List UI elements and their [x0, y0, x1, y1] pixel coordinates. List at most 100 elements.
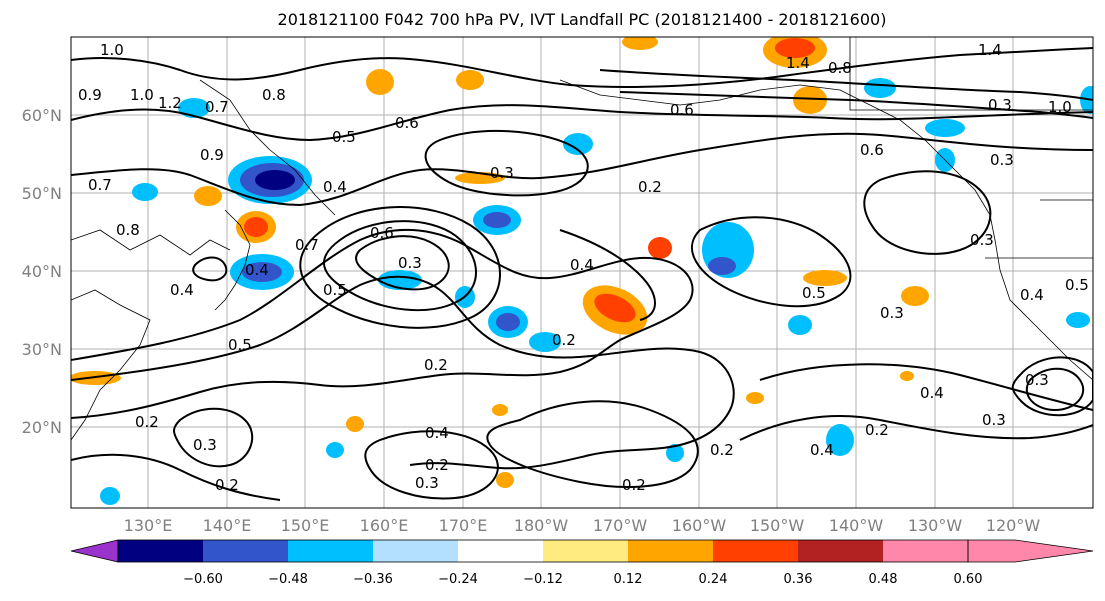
- contour-label: 0.9: [200, 146, 224, 164]
- coastline-alaska: [559, 79, 991, 216]
- anomaly-pos-bering-west: [456, 70, 484, 90]
- contour-label: 0.2: [865, 421, 889, 439]
- contour-label: 1.4: [786, 54, 810, 72]
- colorbar-segment: [543, 540, 628, 562]
- colorbar-tick-label: −0.24: [438, 572, 478, 587]
- anomaly-neg-tropical-east: [826, 424, 854, 456]
- contour-label: 1.0: [1048, 98, 1072, 116]
- contour-line-8: [759, 363, 1093, 411]
- anomaly-pos-small-7: [746, 392, 764, 404]
- contour-label: 0.2: [552, 331, 576, 349]
- contour-closed-northeast: [863, 170, 992, 255]
- lon-label: 180°W: [514, 516, 569, 535]
- contour-label: 0.3: [880, 304, 904, 322]
- contour-label: 0.4: [170, 281, 194, 299]
- contour-label: 0.2: [424, 356, 448, 374]
- contour-closed-west-2: [323, 220, 477, 312]
- contour-closed-japan: [192, 256, 228, 282]
- colorbar-tick-label: 0.12: [614, 572, 643, 587]
- contour-label: 0.3: [415, 474, 439, 492]
- contour-label: 0.3: [982, 411, 1006, 429]
- colorbar-tick-label: 0.24: [699, 572, 728, 587]
- contour-labels: 1.0 0.9 1.0 1.2 0.7 0.8 0.5 0.6 0.7 0.8 …: [78, 41, 1089, 494]
- contour-label: 0.2: [710, 441, 734, 459]
- contour-label: 0.5: [332, 128, 356, 146]
- longitude-labels: 130°E 140°E 150°E 160°E 170°E 180°W 170°…: [124, 516, 1041, 535]
- contour-line-11: [559, 229, 656, 321]
- lon-label: 130°E: [124, 516, 173, 535]
- contour-closed-east: [690, 216, 852, 308]
- lon-label: 170°W: [593, 516, 648, 535]
- anomaly-neg-small-2: [529, 332, 561, 352]
- contour-label: 0.5: [1065, 276, 1089, 294]
- contour-closed-mexico-1: [1025, 367, 1085, 412]
- contour-label: 0.3: [970, 231, 994, 249]
- contour-label: 0.3: [988, 96, 1012, 114]
- anomaly-pos-east-streak: [803, 270, 847, 286]
- contour-label: 0.4: [920, 384, 944, 402]
- contour-label: 0.7: [88, 176, 112, 194]
- colorbar-segment: [883, 540, 968, 562]
- anomaly-neg-honshu-core: [242, 262, 282, 282]
- anomaly-pos-small-6: [496, 472, 514, 488]
- map-panel: 1.0 0.9 1.0 1.2 0.7 0.8 0.5 0.6 0.7 0.8 …: [70, 36, 1094, 509]
- contour-label: 0.4: [245, 261, 269, 279]
- colorbar-extend-min: [70, 539, 119, 563]
- colorbar-tick-label: 0.60: [954, 572, 983, 587]
- colorbar-segment: [203, 540, 288, 562]
- anomaly-neg-siberia: [178, 98, 210, 118]
- anomaly-pos-arctic: [622, 37, 658, 50]
- contour-label: 0.7: [295, 236, 319, 254]
- contour-label: 1.4: [978, 41, 1002, 59]
- lat-label: 20°N: [22, 418, 62, 437]
- anomaly-pos-sakhalin: [194, 186, 222, 206]
- anomaly-neg-east-core: [708, 257, 736, 275]
- colorbar-tick-label: −0.12: [523, 572, 563, 587]
- contour-label: 0.2: [638, 178, 662, 196]
- pv-contours: [71, 47, 1093, 501]
- lat-label: 30°N: [22, 340, 62, 359]
- colorbar-segment: [373, 540, 458, 562]
- lon-label: 140°E: [203, 516, 252, 535]
- contour-line-5: [619, 91, 1093, 119]
- contour-label: 0.4: [570, 256, 594, 274]
- lon-label: 120°W: [986, 516, 1041, 535]
- colorbar-segment: [458, 540, 543, 562]
- anomaly-neg-philippines: [100, 487, 120, 505]
- contour-label: 0.2: [622, 476, 646, 494]
- contour-label: 0.5: [802, 284, 826, 302]
- contour-label: 0.3: [1025, 371, 1049, 389]
- lat-label: 60°N: [22, 106, 62, 125]
- contour-label: 0.3: [490, 164, 514, 182]
- colorbar-segment: [628, 540, 713, 562]
- colorbar-segment: [118, 540, 203, 562]
- lon-label: 150°W: [750, 516, 805, 535]
- anomaly-pos-bering-core: [775, 38, 815, 58]
- anomaly-neg-central-north-core: [483, 212, 511, 228]
- contour-line-2: [71, 104, 1093, 142]
- colorbar-tick-label: −0.36: [353, 572, 393, 587]
- contour-closed-westtropics: [173, 407, 254, 468]
- colorbar-tick-label: −0.60: [183, 572, 223, 587]
- coastline-kamchatka: [199, 79, 336, 216]
- contour-line-4: [599, 69, 1093, 101]
- contour-label: 0.5: [323, 281, 347, 299]
- anomaly-pos-small-5: [492, 404, 508, 416]
- anomaly-neg-canada: [1080, 86, 1093, 114]
- anomaly-neg-aleutian: [563, 133, 593, 155]
- contour-label: 0.2: [215, 476, 239, 494]
- contour-closed-west-3: [299, 206, 501, 329]
- lon-label: 130°W: [908, 516, 963, 535]
- contour-label: 0.6: [860, 141, 884, 159]
- map-title: 2018121100 F042 700 hPa PV, IVT Landfall…: [278, 10, 887, 29]
- contour-label: 1.0: [100, 41, 124, 59]
- contour-label: 0.8: [262, 86, 286, 104]
- lon-label: 140°W: [829, 516, 884, 535]
- latitude-labels: 60°N 50°N 40°N 30°N 20°N: [22, 106, 62, 437]
- contour-label: 0.2: [135, 413, 159, 431]
- colorbar-tick-label: 0.48: [869, 572, 898, 587]
- colorbar-frame: [117, 539, 969, 563]
- anomaly-pos-alaska: [793, 86, 827, 114]
- anomaly-pos-small-3: [648, 237, 672, 259]
